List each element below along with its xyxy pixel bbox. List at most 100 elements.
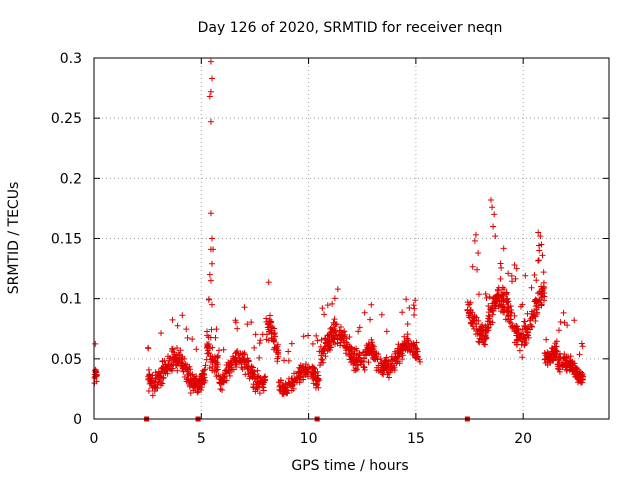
y-tick-label: 0.2 [60, 171, 82, 187]
data-point [280, 383, 287, 390]
data-point [524, 310, 531, 317]
data-point [317, 343, 324, 350]
data-point [232, 319, 239, 326]
data-point [230, 366, 237, 373]
data-point [342, 350, 349, 357]
data-point [324, 302, 331, 309]
data-point [217, 385, 224, 392]
data-point [570, 371, 577, 378]
data-point [207, 88, 214, 95]
data-point [159, 380, 166, 387]
data-point [540, 269, 547, 276]
data-point [535, 257, 542, 264]
data-point [145, 345, 152, 352]
data-point [404, 347, 411, 354]
data-point [521, 342, 528, 349]
data-point [321, 335, 328, 342]
data-point [203, 356, 210, 363]
data-point [576, 372, 583, 379]
data-point [284, 384, 291, 391]
data-point [388, 353, 395, 360]
data-point [495, 284, 502, 291]
data-point [234, 325, 241, 332]
data-point [274, 341, 281, 348]
data-point [508, 320, 515, 327]
data-point [533, 311, 540, 318]
data-point [569, 365, 576, 372]
data-point [183, 365, 190, 372]
data-point [573, 374, 580, 381]
data-point [213, 326, 220, 333]
x-tick-label: 5 [197, 431, 206, 447]
data-point [256, 390, 263, 397]
data-point [414, 346, 421, 353]
data-point [368, 301, 375, 308]
data-point [538, 241, 545, 248]
data-point [464, 299, 471, 306]
data-point [155, 368, 162, 375]
data-point [479, 321, 486, 328]
data-points [91, 58, 587, 422]
data-point [388, 367, 395, 374]
data-point [181, 355, 188, 362]
data-point [541, 350, 548, 357]
data-point [263, 331, 270, 338]
data-point [290, 385, 297, 392]
data-point [490, 223, 497, 230]
data-point [410, 349, 417, 356]
data-point [226, 361, 233, 368]
data-point [372, 350, 379, 357]
data-point [274, 355, 281, 362]
data-point [279, 390, 286, 397]
data-point [145, 387, 152, 394]
data-point [576, 351, 583, 358]
data-point [467, 307, 474, 314]
data-point [325, 332, 332, 339]
data-point [492, 302, 499, 309]
data-point [511, 261, 518, 268]
data-point [532, 303, 539, 310]
data-point [213, 367, 220, 374]
data-point [288, 340, 295, 347]
data-point [531, 298, 538, 305]
data-point [487, 196, 494, 203]
data-point [209, 344, 216, 351]
data-point [209, 260, 216, 267]
data-point [310, 374, 317, 381]
data-point [367, 316, 374, 323]
data-point [318, 356, 325, 363]
data-point [348, 351, 355, 358]
data-point [514, 323, 521, 330]
data-point [538, 301, 545, 308]
data-point [361, 309, 368, 316]
data-point [268, 327, 275, 334]
data-point [508, 272, 515, 279]
data-point [487, 321, 494, 328]
data-point [209, 301, 216, 308]
data-point [475, 249, 482, 256]
data-point [378, 311, 385, 318]
data-point [263, 318, 270, 325]
data-point [146, 371, 153, 378]
data-point [361, 363, 368, 370]
data-point [373, 364, 380, 371]
data-point [478, 330, 485, 337]
data-point [565, 353, 572, 360]
chart-title: Day 126 of 2020, SRMTID for receiver neq… [198, 20, 503, 36]
data-point [485, 312, 492, 319]
data-point [187, 389, 194, 396]
data-point [207, 246, 214, 253]
x-tick-label: 0 [90, 431, 99, 447]
data-point [498, 264, 505, 271]
data-point [295, 370, 302, 377]
data-point [268, 330, 275, 337]
data-point [348, 359, 355, 366]
data-point [184, 378, 191, 385]
data-point [528, 284, 535, 291]
data-point [580, 373, 587, 380]
data-point [151, 379, 158, 386]
data-point [475, 291, 482, 298]
data-point [170, 356, 177, 363]
data-point [531, 307, 538, 314]
data-point [252, 384, 259, 391]
